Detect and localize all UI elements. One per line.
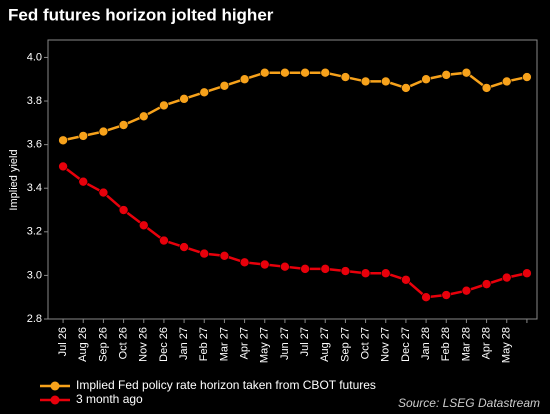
x-tick-label: Mar 27 (218, 327, 230, 361)
data-point (320, 67, 331, 78)
x-tick-label: Jun 27 (279, 327, 291, 360)
data-point (501, 272, 512, 283)
data-point (421, 292, 431, 303)
y-tick-label: 3.8 (27, 95, 42, 107)
x-tick-label: Jul 26 (57, 327, 69, 356)
x-tick-label: Dec 27 (400, 327, 412, 362)
data-point (179, 94, 189, 104)
data-point (522, 72, 532, 82)
y-tick-label: 3.0 (27, 269, 42, 281)
data-point (340, 266, 351, 276)
data-point (259, 259, 270, 270)
x-tick-label: Jul 27 (299, 327, 311, 356)
data-point (421, 74, 431, 85)
data-point (219, 250, 230, 261)
data-point (360, 268, 371, 279)
data-point (159, 235, 169, 246)
x-tick-label: Feb 27 (198, 327, 210, 361)
x-tick-label: Jan 28 (420, 327, 432, 360)
x-tick-label: Mar 28 (460, 327, 472, 361)
x-tick-label: Sep 26 (97, 327, 109, 362)
data-point (138, 220, 149, 231)
legend-marker (50, 395, 60, 405)
data-point (219, 80, 230, 91)
data-point (380, 268, 391, 279)
data-point (98, 126, 109, 137)
x-tick-label: Feb 28 (440, 327, 452, 361)
data-point (58, 135, 68, 146)
data-point (159, 100, 169, 111)
x-tick-label: Oct 27 (359, 327, 371, 359)
data-point (501, 76, 512, 87)
x-tick-label: May 28 (501, 327, 513, 363)
data-point (239, 74, 250, 85)
data-point (118, 120, 129, 130)
chart-title: Fed futures horizon jolted higher (8, 5, 274, 24)
y-tick-label: 3.6 (27, 139, 42, 151)
data-point (461, 67, 472, 78)
x-tick-label: Apr 28 (480, 327, 492, 359)
x-tick-label: May 27 (259, 327, 271, 363)
data-point (481, 279, 492, 289)
data-point (441, 290, 452, 300)
x-tick-label: Aug 26 (77, 327, 89, 362)
y-tick-label: 3.2 (27, 226, 42, 238)
data-point (401, 274, 411, 285)
source: Source: LSEG Datastream (398, 396, 540, 410)
data-point (138, 111, 149, 122)
data-point (78, 131, 89, 141)
data-point (522, 268, 532, 279)
legend-label: 3 month ago (76, 392, 143, 406)
y-tick-label: 3.4 (27, 182, 42, 194)
legend-marker (50, 381, 60, 391)
data-point (78, 176, 89, 187)
plot-frame (47, 39, 538, 320)
x-tick-label: Dec 26 (158, 327, 170, 362)
data-point (118, 205, 129, 215)
data-point (401, 83, 411, 93)
x-tick-label: Oct 26 (117, 327, 129, 359)
x-tick-label: Nov 27 (380, 327, 392, 362)
data-point (179, 242, 189, 252)
data-point (280, 261, 290, 272)
data-point (199, 248, 210, 259)
data-point (380, 76, 391, 87)
y-tick-label: 4.0 (27, 51, 42, 63)
data-point (481, 83, 492, 93)
x-tick-label: Sep 27 (339, 327, 351, 362)
data-point (300, 264, 310, 274)
data-point (239, 257, 250, 268)
x-tick-label: Aug 27 (319, 327, 331, 362)
series-line (62, 71, 528, 142)
data-point (340, 72, 351, 82)
data-point (58, 161, 68, 172)
data-point (360, 76, 371, 87)
y-axis-label: Implied yield (8, 149, 20, 210)
x-tick-label: Nov 26 (138, 327, 150, 362)
data-point (259, 67, 270, 78)
data-point (280, 67, 290, 78)
x-tick-label: Jan 27 (178, 327, 190, 360)
data-point (98, 187, 109, 198)
data-point (199, 87, 210, 98)
legend-label: Implied Fed policy rate horizon taken fr… (76, 378, 376, 392)
series-line (62, 165, 528, 299)
y-tick-label: 2.8 (27, 313, 42, 325)
x-tick-label: Apr 27 (238, 327, 250, 359)
data-point (320, 264, 331, 274)
data-point (441, 70, 452, 80)
data-point (461, 285, 472, 296)
data-point (300, 67, 310, 78)
